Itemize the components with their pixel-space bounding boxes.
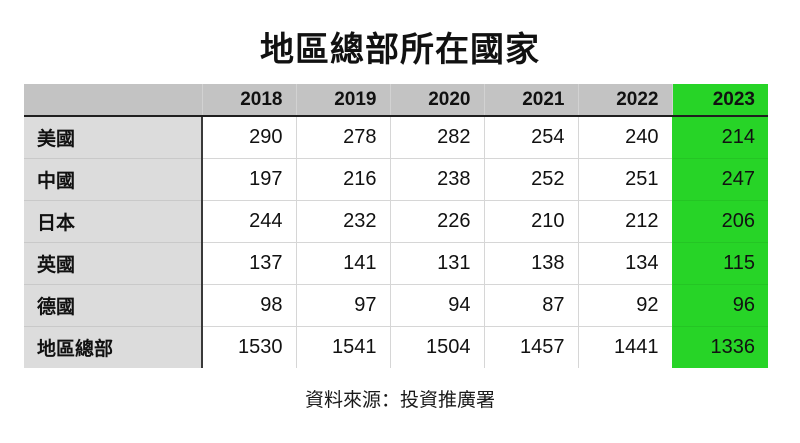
value-cell-highlighted: 1336 xyxy=(671,326,768,368)
year-header-highlighted: 2023 xyxy=(671,84,768,117)
value-cell: 1530 xyxy=(201,326,296,368)
year-header: 2018 xyxy=(201,84,296,117)
country-label: 德國 xyxy=(24,284,203,327)
value-cell: 131 xyxy=(389,242,484,285)
table-row: 日本 244 232 226 210 212 206 xyxy=(24,200,768,243)
corner-cell xyxy=(24,84,202,117)
country-label: 英國 xyxy=(24,242,203,285)
value-cell: 244 xyxy=(201,200,296,243)
value-cell: 1457 xyxy=(483,326,578,368)
table-row: 英國 137 141 131 138 134 115 xyxy=(24,242,768,285)
value-cell: 197 xyxy=(201,158,296,201)
value-cell: 254 xyxy=(483,116,578,159)
table-row: 美國 290 278 282 254 240 214 xyxy=(24,116,768,159)
value-cell: 94 xyxy=(389,284,484,327)
value-cell: 216 xyxy=(295,158,390,201)
value-cell: 290 xyxy=(201,116,296,159)
value-cell: 1441 xyxy=(577,326,672,368)
value-cell-highlighted: 115 xyxy=(671,242,768,285)
value-cell: 210 xyxy=(483,200,578,243)
country-label: 美國 xyxy=(24,116,203,159)
country-label: 中國 xyxy=(24,158,203,201)
value-cell: 232 xyxy=(295,200,390,243)
value-cell: 87 xyxy=(483,284,578,327)
value-cell: 141 xyxy=(295,242,390,285)
value-cell-highlighted: 96 xyxy=(671,284,768,327)
value-cell: 97 xyxy=(295,284,390,327)
value-cell: 278 xyxy=(295,116,390,159)
table-row: 中國 197 216 238 252 251 247 xyxy=(24,158,768,201)
value-cell: 1504 xyxy=(389,326,484,368)
year-header: 2022 xyxy=(577,84,672,117)
value-cell: 251 xyxy=(577,158,672,201)
table-row-total: 地區總部 1530 1541 1504 1457 1441 1336 xyxy=(24,326,768,368)
value-cell: 240 xyxy=(577,116,672,159)
table-header-row: 2018 2019 2020 2021 2022 2023 xyxy=(24,84,768,117)
year-header: 2021 xyxy=(483,84,578,117)
value-cell: 1541 xyxy=(295,326,390,368)
value-cell-highlighted: 206 xyxy=(671,200,768,243)
headquarters-table: 2018 2019 2020 2021 2022 2023 美國 290 278… xyxy=(24,84,768,368)
source-note: 資料來源：投資推廣署 xyxy=(304,390,495,411)
value-cell: 137 xyxy=(201,242,296,285)
year-header: 2020 xyxy=(389,84,484,117)
value-cell-highlighted: 214 xyxy=(671,116,768,159)
value-cell: 238 xyxy=(389,158,484,201)
table-row: 德國 98 97 94 87 92 96 xyxy=(24,284,768,327)
value-cell: 98 xyxy=(201,284,296,327)
value-cell: 226 xyxy=(389,200,484,243)
year-header: 2019 xyxy=(295,84,390,117)
value-cell-highlighted: 247 xyxy=(671,158,768,201)
total-label: 地區總部 xyxy=(24,326,203,368)
value-cell: 92 xyxy=(577,284,672,327)
page-title: 地區總部所在國家 xyxy=(260,31,540,69)
value-cell: 134 xyxy=(577,242,672,285)
value-cell: 212 xyxy=(577,200,672,243)
value-cell: 138 xyxy=(483,242,578,285)
value-cell: 282 xyxy=(389,116,484,159)
value-cell: 252 xyxy=(483,158,578,201)
country-label: 日本 xyxy=(24,200,203,243)
